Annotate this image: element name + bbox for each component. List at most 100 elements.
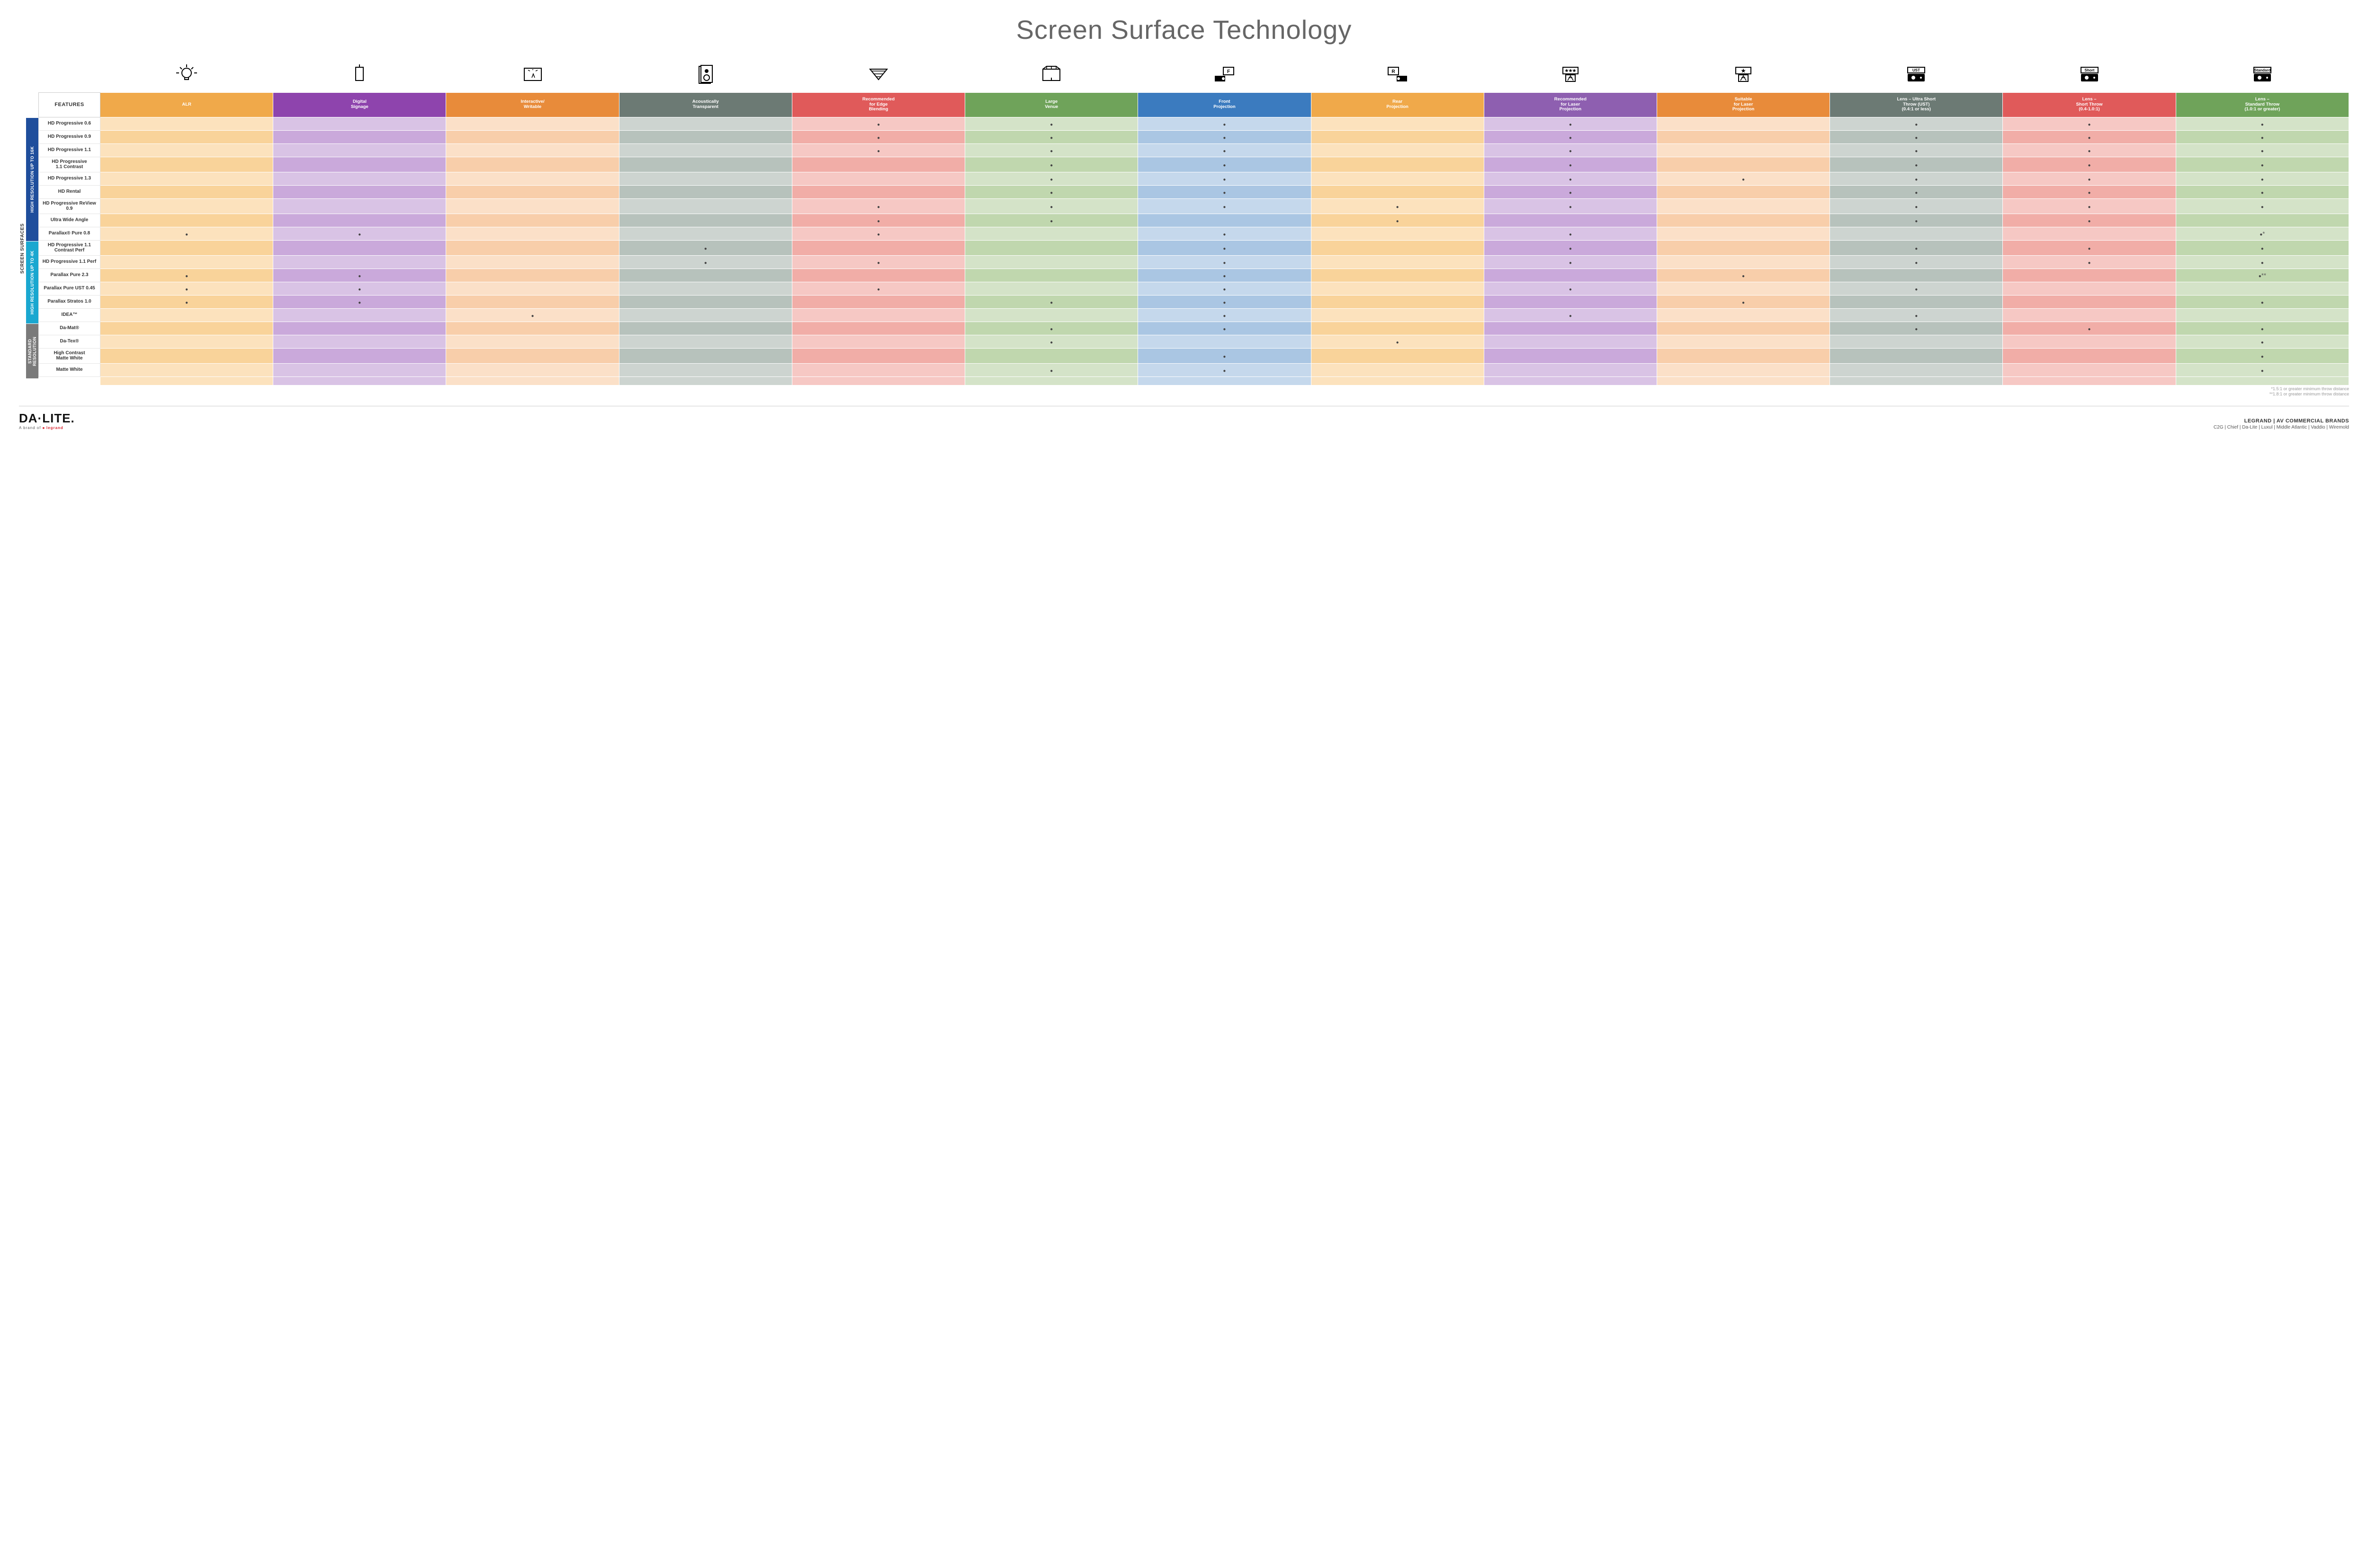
reclaser-icon	[1484, 59, 1657, 92]
cell-rear	[1311, 157, 1484, 172]
cell-interactive	[446, 198, 619, 214]
cell-signage	[273, 269, 446, 282]
cell-rear	[1311, 172, 1484, 185]
cell-standard	[2176, 198, 2349, 214]
rear-icon	[1311, 59, 1484, 92]
cell-signage	[273, 282, 446, 295]
cell-venue	[965, 157, 1138, 172]
cell-front	[1138, 157, 1311, 172]
table-row: Parallax Pure UST 0.45	[39, 282, 2349, 295]
cell-ust	[1830, 130, 2003, 143]
cell-interactive	[446, 322, 619, 335]
cell-ust	[1830, 240, 2003, 255]
cell-venue	[965, 143, 1138, 157]
cell-suitlaser	[1657, 117, 1830, 130]
row-name: Parallax® Pure 0.8	[39, 227, 100, 240]
cell-signage	[273, 227, 446, 240]
cell-front	[1138, 130, 1311, 143]
chart-wrapper: SCREEN SURFACES HIGH RESOLUTION UP TO 16…	[19, 59, 2349, 385]
cell-ust	[1830, 172, 2003, 185]
cell-front	[1138, 335, 1311, 348]
cell-front	[1138, 172, 1311, 185]
side-group-container: HIGH RESOLUTION UP TO 16KHIGH RESOLUTION…	[26, 117, 38, 385]
cell-suitlaser	[1657, 322, 1830, 335]
cell-short	[2003, 269, 2176, 282]
cell-ust	[1830, 117, 2003, 130]
header-edge: Recommendedfor EdgeBlending	[792, 92, 965, 117]
cell-short	[2003, 308, 2176, 322]
row-name: Parallax Pure UST 0.45	[39, 282, 100, 295]
cell-interactive	[446, 130, 619, 143]
cell-signage	[273, 117, 446, 130]
cell-edge	[792, 348, 965, 363]
header-ust: Lens – Ultra ShortThrow (UST)(0.4:1 or l…	[1830, 92, 2003, 117]
cell-edge	[792, 282, 965, 295]
cell-reclaser	[1484, 255, 1657, 269]
row-name: HD Progressive1.1 Contrast	[39, 157, 100, 172]
cell-reclaser	[1484, 282, 1657, 295]
cell-suitlaser	[1657, 240, 1830, 255]
cell-signage	[273, 240, 446, 255]
cell-acoustic	[619, 157, 792, 172]
cell-signage	[273, 143, 446, 157]
cell-interactive	[446, 157, 619, 172]
cell-reclaser	[1484, 214, 1657, 227]
cell-rear	[1311, 227, 1484, 240]
cell-acoustic	[619, 308, 792, 322]
signage-icon	[273, 59, 446, 92]
cell-interactive	[446, 143, 619, 157]
cell-interactive	[446, 282, 619, 295]
header-short: Lens –Short Throw(0.4-1.0:1)	[2003, 92, 2176, 117]
front-icon	[1138, 59, 1311, 92]
cell-rear	[1311, 214, 1484, 227]
row-name: HD Progressive ReView 0.9	[39, 198, 100, 214]
cell-short	[2003, 143, 2176, 157]
table-row: Matte White	[39, 363, 2349, 376]
cell-venue	[965, 130, 1138, 143]
row-name: IDEA™	[39, 308, 100, 322]
cell-front	[1138, 295, 1311, 308]
row-name: HD Progressive 1.3	[39, 172, 100, 185]
cell-short	[2003, 348, 2176, 363]
cell-reclaser	[1484, 130, 1657, 143]
venue-icon	[965, 59, 1138, 92]
interactive-icon	[446, 59, 619, 92]
cell-suitlaser	[1657, 130, 1830, 143]
cell-edge	[792, 363, 965, 376]
cell-suitlaser	[1657, 143, 1830, 157]
cell-standard	[2176, 363, 2349, 376]
cell-front	[1138, 282, 1311, 295]
cell-front	[1138, 308, 1311, 322]
cell-front	[1138, 322, 1311, 335]
table-row: IDEA™	[39, 308, 2349, 322]
cell-standard: **	[2176, 269, 2349, 282]
cell-ust	[1830, 198, 2003, 214]
cell-alr	[100, 295, 273, 308]
cell-short	[2003, 227, 2176, 240]
cell-acoustic	[619, 198, 792, 214]
table-row: HD Progressive 0.9	[39, 130, 2349, 143]
cell-front	[1138, 240, 1311, 255]
cell-standard	[2176, 143, 2349, 157]
cell-ust	[1830, 348, 2003, 363]
cell-alr	[100, 214, 273, 227]
ust-icon: UST	[1830, 59, 2003, 92]
cell-front	[1138, 227, 1311, 240]
cell-venue	[965, 269, 1138, 282]
table-row: High ContrastMatte White	[39, 348, 2349, 363]
cell-front	[1138, 269, 1311, 282]
features-header: FEATURES	[39, 92, 100, 117]
cell-front	[1138, 185, 1311, 198]
cell-acoustic	[619, 214, 792, 227]
row-name: Parallax Stratos 1.0	[39, 295, 100, 308]
cell-standard	[2176, 185, 2349, 198]
cell-standard	[2176, 282, 2349, 295]
cell-suitlaser	[1657, 295, 1830, 308]
side-group-g4k: HIGH RESOLUTION UP TO 4K	[26, 241, 38, 323]
cell-short	[2003, 172, 2176, 185]
header-venue: LargeVenue	[965, 92, 1138, 117]
header-acoustic: AcousticallyTransparent	[619, 92, 792, 117]
cell-front	[1138, 348, 1311, 363]
cell-interactive	[446, 214, 619, 227]
cell-edge	[792, 240, 965, 255]
